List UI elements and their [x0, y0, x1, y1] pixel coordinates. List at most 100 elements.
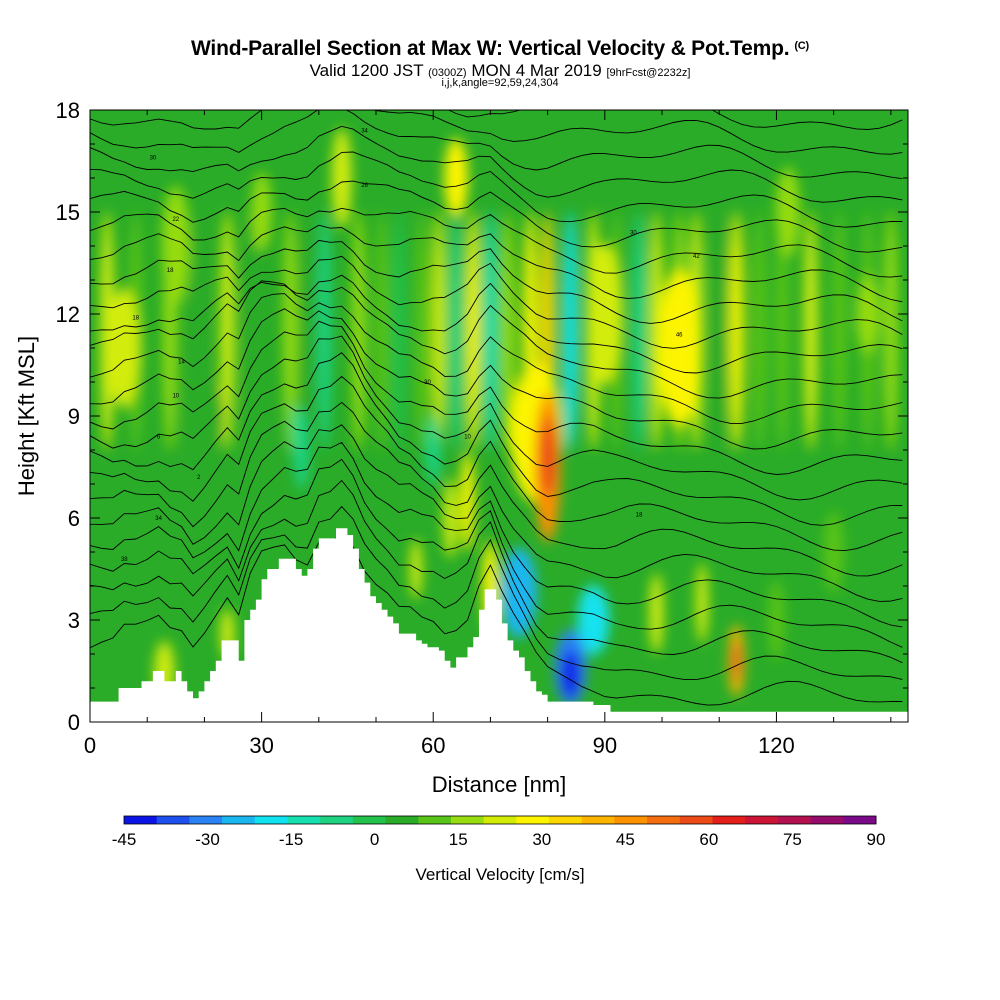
colorbar-segment [549, 816, 583, 824]
upper-band [391, 211, 406, 451]
isentrope-line [90, 352, 903, 526]
x-tick-label: 60 [421, 733, 445, 758]
y-tick-label: 12 [56, 302, 80, 327]
isentrope-label: 18 [132, 315, 139, 321]
isentrope-line [90, 110, 903, 180]
colorbar-tick-label: -45 [112, 830, 137, 849]
isentrope-label: 22 [172, 217, 179, 223]
chart-title-mark: (C) [794, 40, 809, 52]
velocity-cell [768, 580, 785, 660]
isentrope-label: 6 [157, 434, 161, 440]
upper-band [483, 211, 498, 451]
upper-band [300, 211, 315, 451]
velocity-cell [823, 512, 844, 592]
isentrope-line [90, 505, 903, 681]
isentrope-line [90, 320, 903, 475]
velocity-cell [108, 288, 141, 408]
colorbar-segment [156, 816, 190, 824]
colorbar-frame [123, 815, 877, 825]
subtitle-date: MON 4 Mar 2019 [471, 61, 602, 80]
upper-band [243, 211, 258, 451]
y-tick-label: 3 [68, 608, 80, 633]
velocity-cell [290, 403, 301, 463]
upper-band [500, 211, 515, 451]
x-tick-label: 0 [84, 733, 96, 758]
subtitle-utc: (0300Z) [428, 67, 467, 79]
colorbar-segment [222, 816, 256, 824]
colorbar-segment [483, 816, 517, 824]
y-axis-label: Height [Kft MSL] [14, 336, 39, 496]
velocity-cell [425, 415, 442, 485]
velocity-cell [696, 563, 709, 643]
x-axis-label: Distance [nm] [432, 772, 567, 797]
isentrope-label: 26 [361, 183, 368, 189]
y-tick-label: 9 [68, 404, 80, 429]
y-tick-label: 0 [68, 710, 80, 735]
colorbar-segment [287, 816, 321, 824]
colorbar-segment [745, 816, 779, 824]
isentrope-label: 10 [464, 434, 471, 440]
y-tick-label: 18 [56, 98, 80, 123]
colorbar-title: Vertical Velocity [cm/s] [415, 865, 584, 884]
upper-band [729, 211, 744, 451]
velocity-cell [775, 167, 800, 257]
isentrope-label: 30 [424, 380, 431, 386]
chart-title-text: Wind-Parallel Section at Max W: Vertical… [191, 37, 790, 60]
x-tick-label: 30 [249, 733, 273, 758]
isentrope-line [90, 110, 903, 155]
upper-band [752, 211, 767, 451]
chart-title: Wind-Parallel Section at Max W: Vertical… [0, 37, 1000, 61]
velocity-cell [443, 478, 458, 558]
colorbar-segment [843, 816, 877, 824]
colorbar-segment [450, 816, 485, 824]
upper-band [775, 211, 790, 451]
isentrope-line [90, 335, 903, 501]
isentrope-line [90, 180, 903, 253]
isentrope-label: 18 [167, 268, 174, 274]
isentrope-label: 14 [178, 360, 185, 366]
x-tick-label: 120 [758, 733, 795, 758]
upper-band [351, 211, 366, 451]
terrain-mask [90, 528, 908, 722]
colorbar-tick-label: 60 [699, 830, 718, 849]
isentrope-label: 30 [630, 230, 637, 236]
chart-subtitle: Valid 1200 JST (0300Z) MON 4 Mar 2019 [9… [0, 61, 1000, 81]
isentrope-label: 46 [676, 332, 683, 338]
upper-band [374, 211, 389, 451]
upper-band [431, 211, 446, 451]
colorbar-segment [124, 816, 158, 824]
colorbar-segment [614, 816, 648, 824]
isentrope-label: 10 [172, 394, 179, 400]
isentrope-line [90, 479, 903, 664]
upper-band [100, 211, 115, 451]
velocity-cell [577, 585, 610, 655]
isentrope-line [90, 308, 903, 450]
y-tick-label: 15 [56, 200, 80, 225]
isentrope-label: 2 [197, 475, 201, 481]
upper-band [632, 211, 647, 451]
colorbar-tick-label: -30 [195, 830, 220, 849]
velocity-cell [444, 138, 469, 218]
velocity-cell [410, 539, 423, 599]
axes: 0 30 60 90 120 0 3 6 9 12 15 18 Distance [nm] Height … [14, 98, 908, 797]
isentrope-line [90, 441, 903, 628]
isentrope-line [90, 255, 903, 349]
isentrope-line [90, 125, 903, 203]
velocity-cell [649, 573, 664, 654]
velocity-cell [561, 650, 580, 699]
colorbar-segment [418, 816, 452, 824]
subtitle-forecast: [9hrFcst@2232z] [606, 67, 691, 79]
x-tick-label: 90 [593, 733, 617, 758]
colorbar-segment [320, 816, 354, 824]
velocity-cell [331, 128, 352, 228]
isentrope-line [90, 401, 903, 577]
field-blobs [100, 128, 898, 706]
velocity-cell [539, 416, 556, 497]
isentrope-label: 42 [693, 254, 700, 260]
upper-band [832, 211, 847, 451]
isentrope-line [90, 280, 903, 399]
colorbar: -45 -30 -15 0 15 30 45 60 75 90 Vertical Velocity … [112, 815, 885, 884]
isentrope-label: 34 [361, 128, 368, 134]
isentrope-line [90, 239, 903, 324]
